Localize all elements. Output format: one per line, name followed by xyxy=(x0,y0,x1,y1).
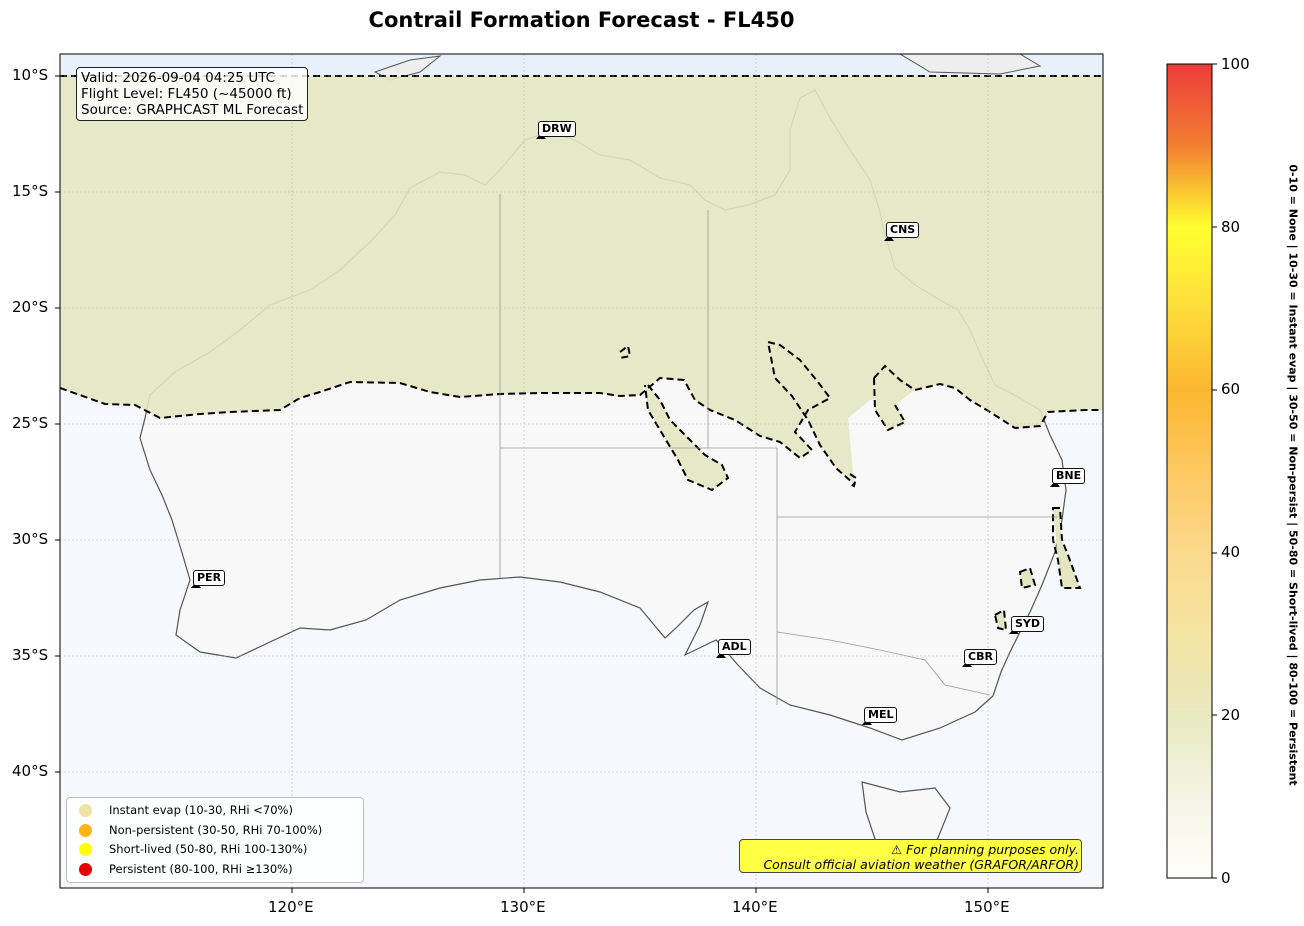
colorbar-tick-60: 60 xyxy=(1221,380,1241,398)
city-label-per: PER xyxy=(193,570,226,586)
lat-label-35s: 35°S xyxy=(12,646,49,664)
chart-title: Contrail Formation Forecast - FL450 xyxy=(368,8,795,32)
city-label-drw: DRW xyxy=(538,121,576,137)
city-label-adl: ADL xyxy=(718,639,751,655)
lat-label-10s: 10°S xyxy=(12,66,49,84)
valid-time: Valid: 2026-09-04 04:25 UTC xyxy=(81,70,276,86)
colorbar-tick-100: 100 xyxy=(1221,55,1250,73)
axis-ticks xyxy=(55,75,989,893)
colorbar-tick-0: 0 xyxy=(1221,869,1231,887)
lon-label-150e: 150°E xyxy=(964,898,1010,916)
new-guinea-coast xyxy=(899,54,1042,75)
lon-label-120e: 120°E xyxy=(268,898,314,916)
forecast-source: Source: GRAPHCAST ML Forecast xyxy=(81,102,304,118)
legend-item-short-lived: Short-lived (50-80, RHi 100-130%) xyxy=(79,840,307,858)
east-coast-contrail-patch-3 xyxy=(995,610,1006,630)
city-label-cbr: CBR xyxy=(964,649,997,665)
legend-label: Instant evap (10-30, RHi <70%) xyxy=(109,803,293,817)
lat-label-20s: 20°S xyxy=(12,298,49,316)
city-marker-cns xyxy=(884,235,894,241)
colorbar-ticks xyxy=(1212,63,1217,879)
lat-label-40s: 40°S xyxy=(12,762,49,780)
legend-swatch-persistent xyxy=(79,862,92,876)
city-marker-bne xyxy=(1050,481,1060,487)
colorbar-tick-40: 40 xyxy=(1221,543,1241,561)
city-label-cns: CNS xyxy=(886,222,920,238)
warning-line-1: ⚠ For planning purposes only. xyxy=(891,842,1079,857)
lat-label-25s: 25°S xyxy=(12,414,49,432)
legend-label: Short-lived (50-80, RHi 100-130%) xyxy=(109,842,308,856)
colorbar xyxy=(1166,63,1213,879)
legend-item-persistent: Persistent (80-100, RHi ≥130%) xyxy=(79,860,293,878)
lat-label-15s: 15°S xyxy=(12,182,49,200)
lon-label-130e: 130°E xyxy=(500,898,546,916)
colorbar-note: 0-10 = None | 10-30 = Instant evap | 30-… xyxy=(1286,75,1300,875)
northern-contrail-zone xyxy=(60,76,1103,490)
northern-ocean-band xyxy=(60,54,1103,76)
city-label-bne: BNE xyxy=(1052,468,1086,484)
colorbar-tick-80: 80 xyxy=(1221,218,1241,236)
city-marker-adl xyxy=(716,652,726,658)
map-frame xyxy=(59,53,1104,889)
lon-label-140e: 140°E xyxy=(732,898,778,916)
planning-warning-box: ⚠ For planning purposes only. Consult of… xyxy=(739,839,1082,873)
colorbar-category-legend: 0-10 = None | 10-30 = Instant evap | 30-… xyxy=(1286,164,1300,786)
legend-item-non-persistent: Non-persistent (30-50, RHi 70-100%) xyxy=(79,821,322,839)
lat-label-30s: 30°S xyxy=(12,530,49,548)
east-coast-contrail-patch xyxy=(1053,508,1080,588)
city-label-syd: SYD xyxy=(1011,616,1045,632)
legend-swatch-instant-evap xyxy=(79,803,92,817)
legend-swatch-short-lived xyxy=(79,842,92,856)
colorbar-tick-20: 20 xyxy=(1221,706,1241,724)
legend-label: Non-persistent (30-50, RHi 70-100%) xyxy=(109,823,323,837)
legend-label: Persistent (80-100, RHi ≥130%) xyxy=(109,862,293,876)
legend: Instant evap (10-30, RHi <70%) Non-persi… xyxy=(66,797,364,883)
warning-line-2: Consult official aviation weather (GRAFO… xyxy=(763,857,1079,872)
forecast-info-box: Valid: 2026-09-04 04:25 UTC Flight Level… xyxy=(76,67,309,121)
city-label-mel: MEL xyxy=(864,707,898,723)
flight-level: Flight Level: FL450 (~45000 ft) xyxy=(81,86,292,102)
state-borders xyxy=(499,194,1058,705)
legend-item-instant-evap: Instant evap (10-30, RHi <70%) xyxy=(79,801,293,819)
legend-swatch-non-persistent xyxy=(79,823,92,837)
